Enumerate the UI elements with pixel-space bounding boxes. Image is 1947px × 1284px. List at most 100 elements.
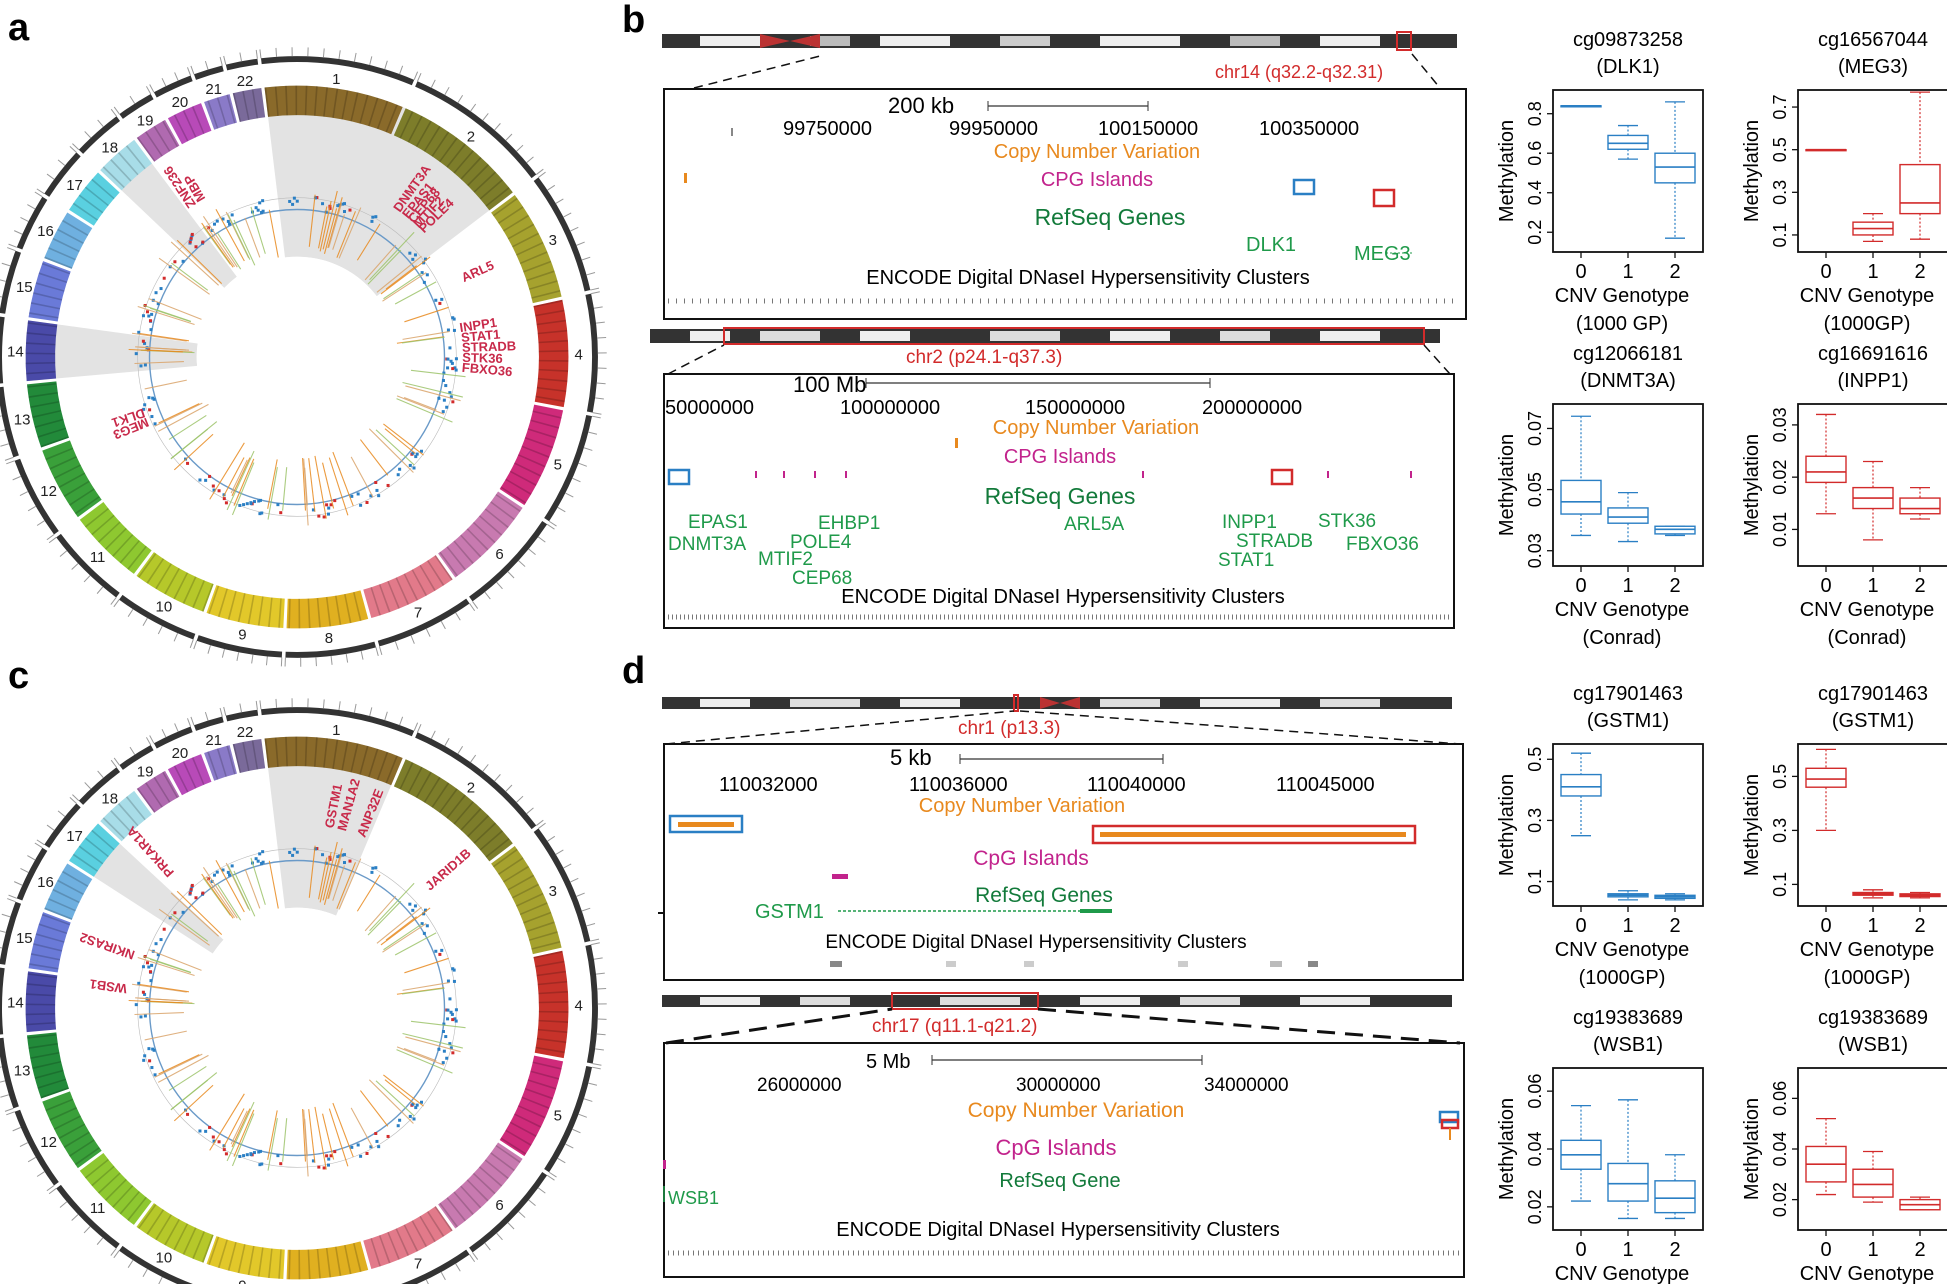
scale-tick [158, 1276, 163, 1284]
band-stripe [207, 100, 219, 129]
band-stripe [207, 751, 219, 780]
scatter-point [292, 847, 296, 851]
chromosome-band [26, 381, 69, 448]
band-stripe [484, 1159, 509, 1180]
gene-label: EHBP1 [818, 513, 880, 534]
scale-tick [440, 1271, 446, 1281]
band-stripe [58, 1123, 86, 1140]
y-axis-label: Methylation [1741, 120, 1763, 222]
band-stripe [536, 1037, 567, 1044]
scale-tick [417, 723, 422, 733]
chromosome-band [44, 863, 93, 920]
scatter-point [377, 494, 381, 498]
band-stripe [304, 736, 308, 767]
scatter-point [445, 1056, 449, 1060]
scale-tick [221, 648, 225, 658]
scale-tick [535, 819, 544, 826]
scatter-point [254, 206, 258, 210]
cnv-link-line [231, 457, 251, 497]
scatter-point [422, 931, 426, 935]
scatter-point [201, 240, 205, 244]
scatter-point [181, 259, 185, 263]
band-stripe [251, 740, 259, 770]
band-stripe [466, 1179, 489, 1202]
scale-tick [27, 855, 36, 861]
band-stripe [104, 527, 127, 550]
scatter-point [415, 1103, 419, 1107]
boxplot-panel: cg17901463 (GSTM1) 0.1 0.3 0.5 Methylation 0 1 2… [1496, 683, 1704, 989]
cnv-link-line [216, 883, 242, 921]
scatter-point [322, 515, 326, 519]
cnv-link-line [250, 857, 266, 905]
scale-tick [110, 597, 117, 605]
band-stripe [434, 555, 453, 581]
band-stripe [537, 1028, 568, 1034]
scatter-point [260, 861, 264, 865]
chromosome-band [79, 1153, 152, 1225]
scale-tick [565, 1143, 574, 1149]
chrom-scale-ring [119, 594, 196, 640]
cnv-link-line [396, 1046, 445, 1066]
scale-tick [72, 143, 80, 151]
cnv-link-line [403, 1048, 437, 1062]
x-tick-label: 1 [1867, 261, 1878, 283]
band-stripe [217, 588, 228, 618]
scatter-point [162, 927, 166, 931]
y-tick-label: 0.05 [1525, 472, 1545, 507]
band-stripe [500, 486, 527, 504]
chromosome-label: 15 [16, 279, 33, 296]
band-stripe [495, 493, 521, 513]
cnv-link-line [282, 467, 288, 511]
scale-tick [595, 321, 605, 324]
band-stripe [298, 1249, 301, 1280]
region-label-chr1: chr1 (p13.3) [958, 718, 1060, 739]
gene-label: ARL5 [459, 257, 496, 285]
band-stripe [29, 312, 59, 319]
box-iqr [1805, 767, 1847, 788]
cnv-link-line [168, 1065, 207, 1091]
scatter-point [452, 979, 456, 983]
browser-chr17: chr17 (q11.1-q21.2) 5 Mb 26000000 300000… [662, 992, 1465, 1278]
band-stripe [26, 983, 57, 988]
coord-label: 110036000 [909, 774, 1008, 796]
scatter-point [238, 503, 242, 507]
band-stripe [353, 591, 362, 622]
band-stripe [257, 1247, 264, 1277]
scatter-point [260, 1162, 264, 1166]
cnv-link-line [227, 214, 251, 260]
band-stripe [264, 87, 270, 117]
x-tick-label: 0 [1820, 261, 1831, 283]
scatter-point [143, 1054, 147, 1058]
band-stripe [507, 223, 535, 240]
band-stripe [298, 598, 301, 629]
scatter-point [221, 868, 225, 872]
chromosome-label: 4 [575, 997, 583, 1014]
band-stripe [285, 85, 288, 116]
cnv-link-line [233, 219, 256, 266]
scatter-point [326, 512, 330, 516]
band-stripe [33, 292, 63, 301]
scale-tick [20, 867, 29, 873]
scatter-point [396, 473, 400, 477]
scatter-point [222, 1148, 226, 1152]
scale-tick [528, 548, 536, 556]
x-tick-label: 2 [1669, 575, 1680, 597]
scale-tick [563, 212, 572, 218]
scale-tick [57, 810, 66, 817]
scatter-point [194, 896, 198, 900]
cnv-link-line [144, 1030, 187, 1041]
coord-label: 34000000 [1204, 1075, 1289, 1096]
data-source-label: (1000GP) [1579, 967, 1666, 989]
cnv-link-line [231, 1113, 255, 1167]
scatter-point [446, 1017, 450, 1021]
band-stripe [512, 232, 540, 248]
band-stripe [182, 1227, 197, 1255]
scale-tick [538, 171, 546, 178]
scatter-point [327, 1157, 331, 1161]
x-tick-label: 0 [1575, 575, 1586, 597]
chromosome-band [28, 261, 71, 322]
gene-label: WSB1 [668, 1188, 719, 1208]
band-stripe [538, 350, 569, 353]
scale-tick [593, 957, 603, 960]
